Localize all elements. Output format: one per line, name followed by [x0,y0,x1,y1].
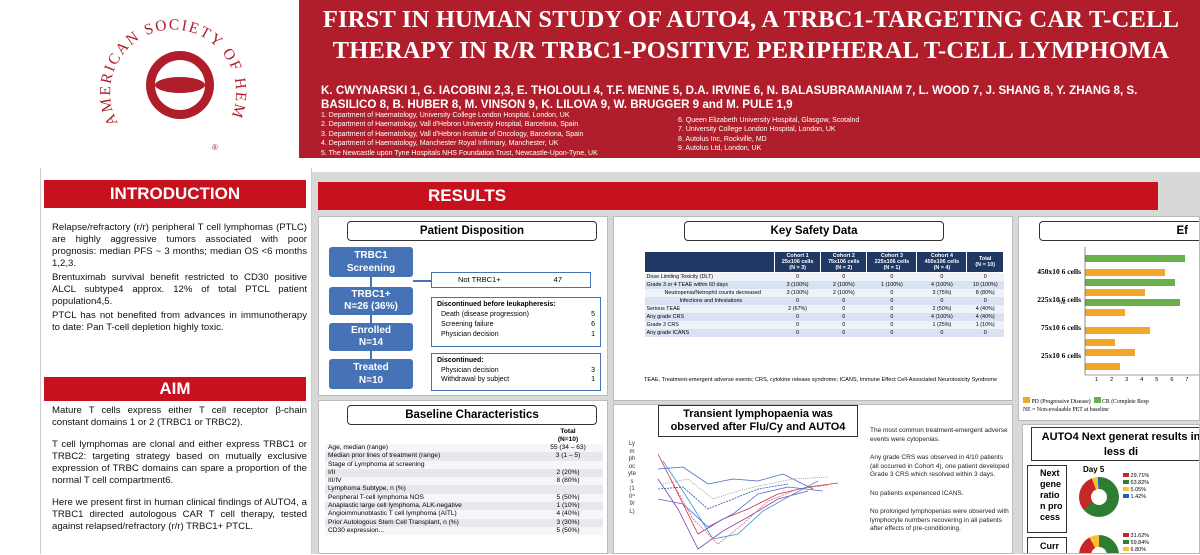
table-row: Infections and Infestations 0 0 0 0 0 [644,297,1004,305]
safety-table: Cohort 1 25x106 cells (N = 3) Cohort 2 7… [644,251,1004,337]
flow-arrow [370,351,372,359]
introduction-body: Relapse/refractory (r/r) peripheral T ce… [52,222,307,333]
table-row: Angioimmunoblastic T cell lymphoma (AITL… [325,510,603,519]
aim-heading: AIM [44,377,306,401]
efficacy-swimmer-plot [1084,247,1199,376]
table-row: Anaplastic large cell lymphoma, ALK-nega… [325,502,603,511]
lymphopaenia-panel: Transient lymphopaenia was observed afte… [613,404,1013,554]
baseline-panel: Baseline Characteristics Total (N=10) Ag… [318,400,608,554]
current-process-label: Curr [1027,537,1067,553]
safety-panel: Key Safety Data Cohort 1 25x106 cells (N… [613,216,1013,401]
discontinued-before-box: Discontinued before leukapheresis: Death… [431,297,601,347]
table-row: Any grade ICANS 0 0 0 0 0 [644,329,1004,337]
next-gen-process-label: Next generation process [1027,465,1067,533]
pie-chart-day5 [1079,477,1119,517]
table-row: Dose Limiting Toxicity (DLT) 0 0 0 0 0 [644,272,1004,281]
results-heading: RESULTS [318,182,1158,210]
lymphopaenia-bullets: The most common treatment-emergent adver… [870,427,1010,532]
title-banner: FIRST IN HUMAN STUDY OF AUTO4, A TRBC1-T… [299,0,1200,158]
ash-logo: AMERICAN SOCIETY OF HEMATOLOGY ® [34,0,280,155]
patient-disposition-title: Patient Disposition [347,221,597,241]
flow-arrow [370,315,372,323]
affiliations-right: 6. Queen Elizabeth University Hospital, … [678,117,860,153]
authors: K. CWYNARSKI 1, G. IACOBINI 2,3, E. THOL… [321,84,1138,111]
table-row: Grade 3 or 4 TEAE within 60 days 3 (100%)… [644,281,1004,289]
introduction-heading: INTRODUCTION [44,180,306,208]
lymphocyte-axis-label: Lymphocytes (10^9/L) [628,441,637,515]
lymphopaenia-title: Transient lymphopaenia was observed afte… [658,405,858,437]
table-row: Lymphoma Subtype, n (%) [325,485,603,494]
day-label: Day 5 [1083,465,1105,474]
table-row: Grade 3 CRS 0 0 0 1 (25%) 1 (10%) [644,321,1004,329]
flow-arrow [370,277,372,287]
ne-tag: NE [1059,300,1066,306]
left-column [40,168,312,554]
efficacy-title: Ef [1039,221,1199,241]
table-row: Any grade CRS 0 0 0 4 (100%) 4 (40%) [644,313,1004,321]
poster-title: FIRST IN HUMAN STUDY OF AUTO4, A TRBC1-T… [321,4,1181,66]
affiliations-left: 1. Department of Haematology, University… [321,112,598,157]
pie-legend-day5: 29.71% 63.82% 5.05% 1.42% [1123,473,1149,501]
baseline-title: Baseline Characteristics [347,405,597,425]
efficacy-row-labels: 450x10 6 cells 225x10 6 cells 75x10 6 ce… [1037,267,1081,360]
table-row: Prior Autologous Stem Cell Transplant, n… [325,518,603,527]
patient-disposition-panel: Patient Disposition TRBC1 ScreeningN=73 … [318,216,608,396]
enrolled-box: Enrolled N=14 [329,323,413,351]
table-row: Age, median (range) 55 (34 – 63) [325,444,603,453]
safety-title: Key Safety Data [684,221,944,241]
not-trbc1-box: Not TRBC1+ 47 [431,272,591,288]
title-line-1: FIRST IN HUMAN STUDY OF AUTO4, A TRBC1-T… [322,6,1180,33]
aim-body: Mature T cells express either T cell rec… [52,405,307,532]
trbc1-positive-box: TRBC1+ N=26 (36%) [329,287,413,315]
flow-arrow [413,280,431,282]
efficacy-panel: Ef 450x10 6 cells 225x10 6 cells 75x10 6… [1018,216,1200,421]
table-row: Stage of Lymphoma at screening [325,460,603,469]
treated-box: Treated N=10 [329,359,413,389]
table-row: Median prior lines of treatment (range) 3… [325,452,603,461]
logo-text: AMERICAN SOCIETY OF HEMATOLOGY [34,0,248,128]
next-gen-panel: AUTO4 Next generat results in less di Ne… [1022,424,1200,554]
title-line-2: THERAPY IN R/R TRBC1-POSITIVE PERIPHERAL… [332,37,1170,64]
table-row: CD30 expression... 5 (50%) [325,526,603,536]
table-row: Neutropenia/Netrophil counts decreased 3 … [644,289,1004,297]
logo-registered-mark: ® [212,143,218,152]
pie-legend-current: 31.62% 59.84% 6.80% [1123,533,1149,553]
table-row: Serious TEAE 2 (67%) 0 0 2 (50%) 4 (40%) [644,305,1004,313]
safety-footnote: TEAE, Treatment-emergent adverse events;… [644,377,998,383]
table-row: Peripheral T-cell lymphoma NOS 5 (50%) [325,493,603,503]
pie-chart-current [1079,535,1119,553]
next-gen-title: AUTO4 Next generat results in less di [1031,427,1199,461]
efficacy-legend: PD (Progressive Disease) CR (Complete Re… [1023,397,1149,413]
discontinued-box: Discontinued: Physician decision 3 Withdr… [431,353,601,391]
svg-text:AMERICAN SOCIETY OF HEMATOLOGY: AMERICAN SOCIETY OF HEMATOLOGY [40,5,249,128]
lymphocyte-plot [657,453,839,550]
baseline-table: Total (N=10) Age, median (range) 55 (34 –… [325,428,603,536]
table-row: III/IV 8 (80%) [325,477,603,486]
table-row: I/II 2 (20%) [325,468,603,478]
